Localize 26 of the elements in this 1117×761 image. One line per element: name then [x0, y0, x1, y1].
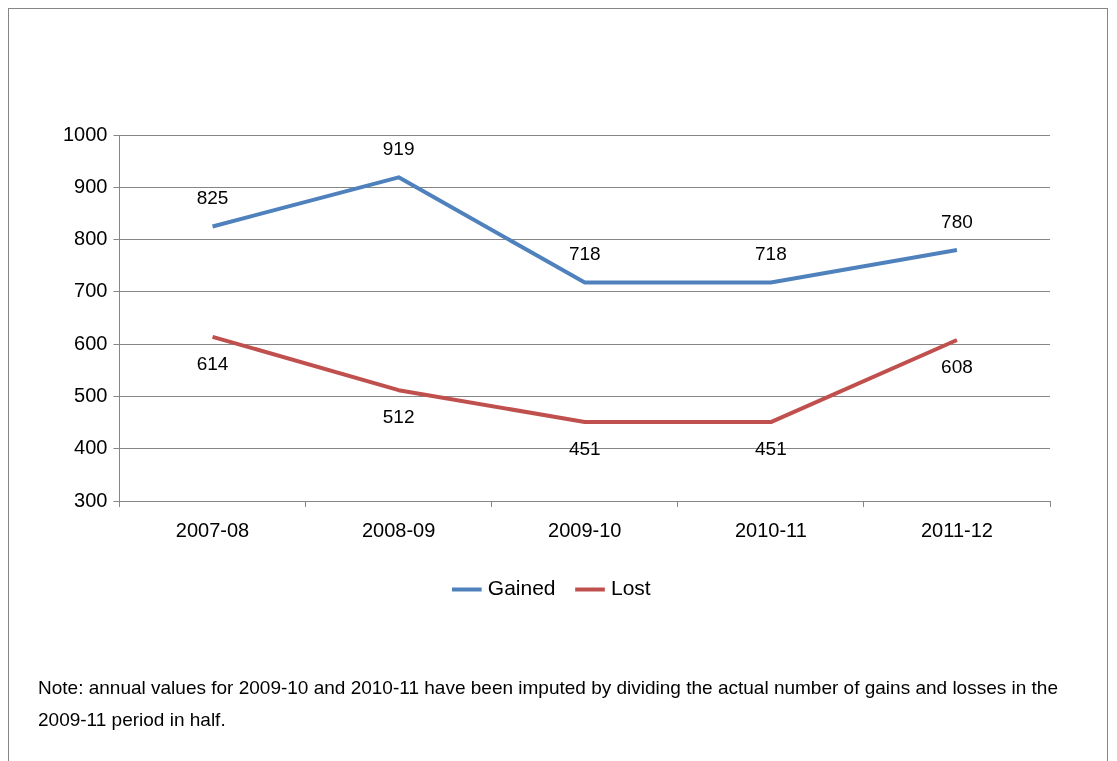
data-label: 825 — [196, 187, 229, 209]
y-tick-label: 700 — [74, 279, 108, 302]
x-tick-label: 2007-08 — [175, 518, 250, 541]
y-tick-label: 500 — [74, 383, 108, 406]
data-label: 780 — [941, 210, 973, 232]
y-tick-label: 1000 — [62, 122, 108, 145]
y-tick-label: 400 — [74, 436, 108, 459]
y-tick-label: 900 — [74, 174, 108, 197]
x-tick-label: 2009-10 — [548, 518, 622, 541]
y-tick-label: 600 — [74, 331, 108, 354]
legend-label: Lost — [611, 576, 651, 600]
data-label: 718 — [568, 243, 601, 265]
data-label: 451 — [755, 437, 787, 459]
data-label: 608 — [941, 355, 973, 377]
x-tick-label: 2008-09 — [361, 518, 436, 541]
data-label: 512 — [382, 405, 415, 427]
y-tick-label: 300 — [74, 488, 108, 511]
data-label: 919 — [382, 138, 415, 160]
data-label: 451 — [568, 437, 601, 459]
x-tick-label: 2010-11 — [734, 518, 807, 541]
data-label: 614 — [196, 352, 229, 374]
legend-label: Gained — [487, 576, 556, 600]
x-tick-label: 2011-12 — [920, 518, 993, 541]
text: Note: annual values for 2009-10 and 2010-11 have been imputed by dividing the actual number of gains and losses in the 2009-11 period in half. — [38, 676, 1059, 732]
data-label: 718 — [755, 243, 787, 265]
y-tick-label: 800 — [74, 227, 108, 250]
